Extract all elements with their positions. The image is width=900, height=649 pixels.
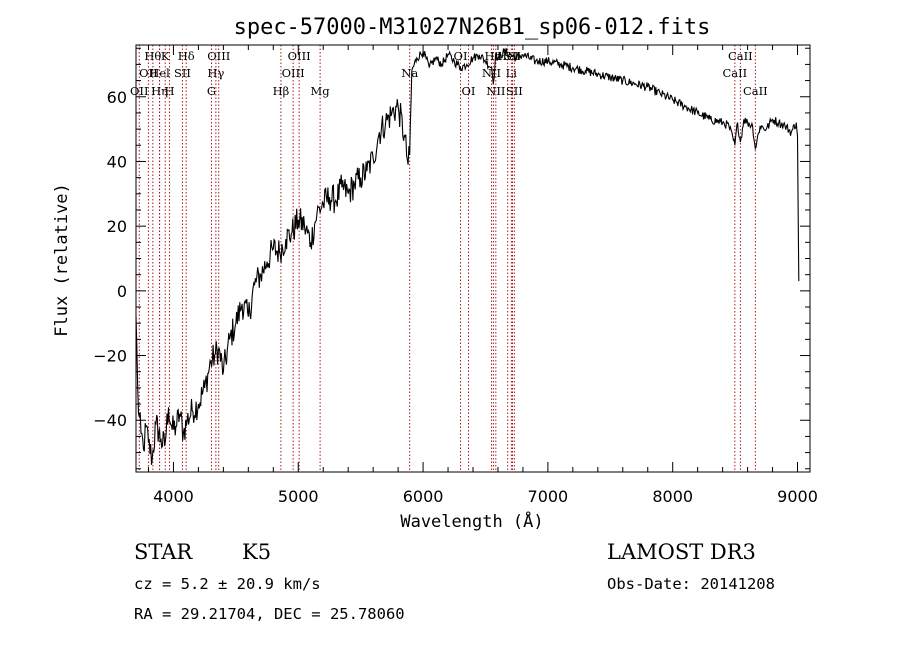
object-subclass: K5 [242, 540, 271, 564]
line-label: Hδ [178, 49, 195, 63]
emission-line-markers [138, 45, 756, 472]
line-label: NII [486, 84, 505, 98]
y-tick-label: 20 [107, 217, 127, 236]
line-label: Hβ [273, 84, 290, 98]
plot-frame [135, 44, 811, 473]
y-tick-label: 40 [107, 152, 127, 171]
object-class: STAR [134, 540, 193, 564]
line-label: CaII [728, 49, 753, 63]
line-label: OII [130, 84, 149, 98]
line-label: CaII [722, 66, 747, 80]
line-label: H [165, 84, 175, 98]
line-label: NII [482, 66, 501, 80]
line-label: OIII [282, 66, 305, 80]
x-tick-label: 5000 [278, 487, 319, 506]
line-label: CaII [743, 84, 768, 98]
spectrum-line [135, 47, 800, 465]
line-label: OI [462, 84, 476, 98]
x-tick-label: 6000 [403, 487, 444, 506]
x-tick-label: 7000 [528, 487, 569, 506]
line-label: Na [401, 66, 418, 80]
x-tick-label: 9000 [777, 487, 818, 506]
redshift-text: cz = 5.2 ± 20.9 km/s [134, 575, 321, 593]
line-label: OIII [288, 49, 311, 63]
y-tick-label: 0 [117, 282, 127, 301]
line-label: Hη [151, 84, 168, 98]
line-label: SII [174, 66, 191, 80]
line-label: Li [506, 66, 518, 80]
line-label: Hγ [207, 66, 224, 80]
line-label: OIII [207, 49, 230, 63]
line-label: Hθ [144, 49, 161, 63]
y-tick-label: −40 [93, 411, 127, 430]
y-axis-label: Flux (relative) [52, 183, 72, 337]
x-axis-label: Wavelength (Å) [400, 510, 543, 532]
survey-name: LAMOST DR3 [607, 540, 756, 564]
observation-date: Obs-Date: 20141208 [607, 575, 775, 593]
line-label: OII [139, 66, 158, 80]
coordinates-text: RA = 29.21704, DEC = 25.78060 [134, 605, 405, 623]
emission-line-labels: OII OII Hθ Hel Hη K H SII Hδ Hγ OIII G Hβ OIII OIII Mg N… [130, 49, 768, 98]
line-label: Hel [149, 66, 170, 80]
x-tick-label: 4000 [153, 487, 194, 506]
x-axis-ticks: 4000 5000 6000 7000 8000 9000 [147, 45, 818, 506]
line-label: G [207, 84, 216, 98]
line-label: SII [506, 84, 523, 98]
y-tick-label: 60 [107, 88, 127, 107]
line-label: Mg [311, 84, 331, 98]
y-axis-ticks: −40 −20 0 20 40 60 [93, 47, 810, 470]
chart-title: spec-57000-M31027N26B1_sp06-012.fits [234, 15, 711, 40]
line-label: OI [454, 49, 468, 63]
line-label: K [161, 49, 170, 63]
y-tick-label: −20 [93, 347, 127, 366]
x-tick-label: 8000 [652, 487, 693, 506]
